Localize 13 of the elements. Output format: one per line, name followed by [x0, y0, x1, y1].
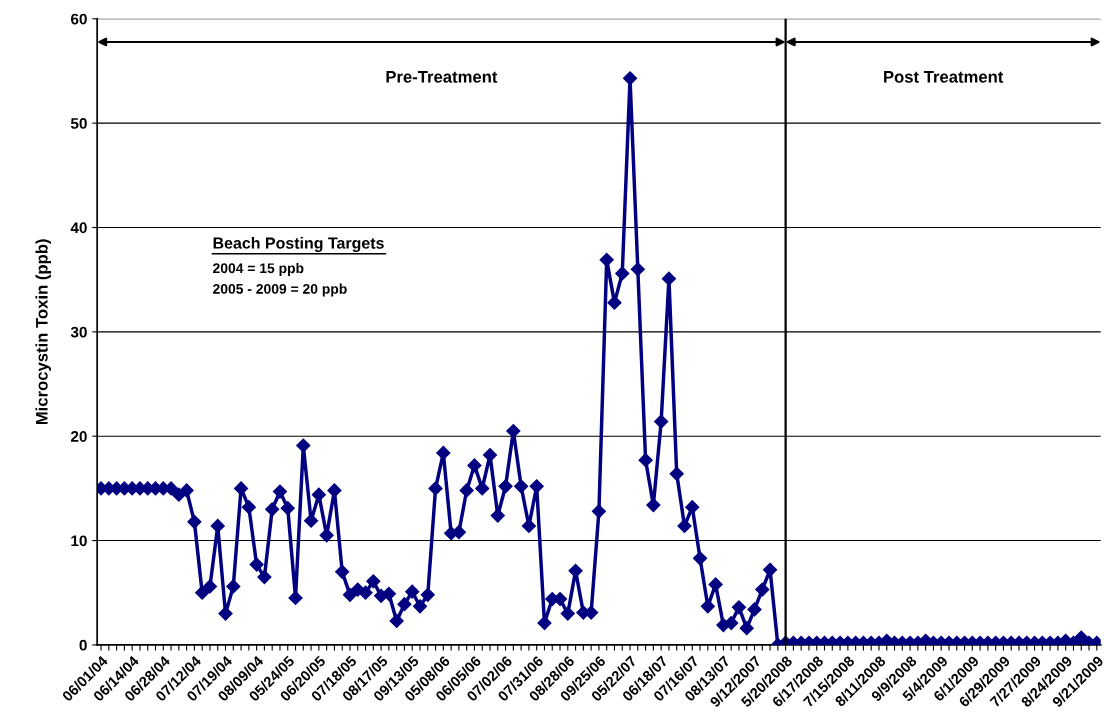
y-tick-label: 20 [70, 431, 87, 442]
annotation: 2004 = 15 ppb [213, 262, 304, 276]
annotation: Pre-Treatment [386, 71, 498, 83]
annotation: 2005 - 2009 = 20 ppb [213, 283, 347, 297]
y-tick-label: 60 [71, 13, 87, 25]
y-tick-label: 30 [70, 326, 87, 338]
y-axis-title: Microcystin Toxin (ppb) [35, 239, 51, 425]
y-tick-label: 0 [79, 639, 87, 651]
y-tick-label: 40 [70, 222, 87, 234]
y-tick-label: 10 [71, 535, 87, 547]
annotation: Beach Posting Targets [213, 237, 384, 252]
annotation: Post Treatment [884, 71, 1004, 83]
y-tick-label: 50 [70, 118, 87, 129]
